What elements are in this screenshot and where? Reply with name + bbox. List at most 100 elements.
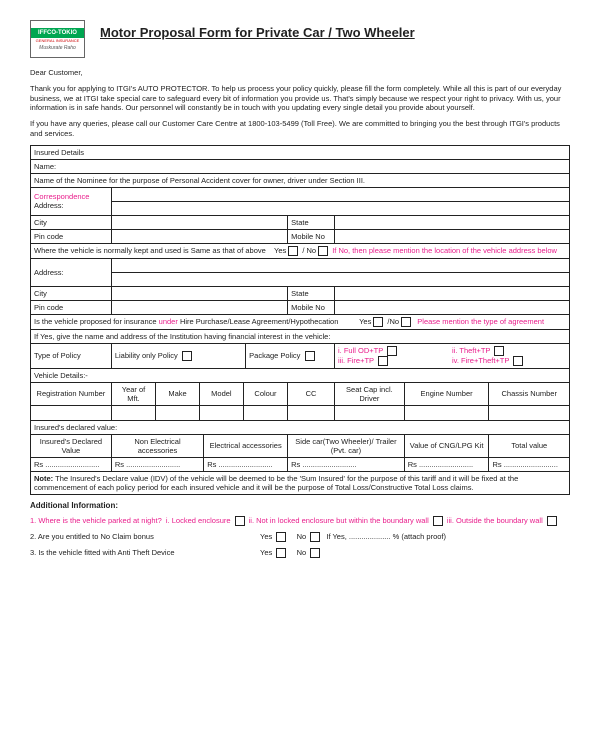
no-checkbox-2[interactable] xyxy=(401,317,411,327)
correspondence-address-cell: Correspondence Address: xyxy=(31,187,112,215)
form-table: Insured Details Name: Name of the Nomine… xyxy=(30,145,570,495)
q2-yes-checkbox[interactable] xyxy=(276,532,286,542)
q1-label: 1. Where is the vehicle parked at night? xyxy=(30,516,162,525)
make-header: Make xyxy=(156,383,200,405)
colour-input[interactable] xyxy=(243,406,287,420)
engine-no-input[interactable] xyxy=(404,405,489,420)
q3-yes-checkbox[interactable] xyxy=(276,548,286,558)
mobile-input-1[interactable] xyxy=(335,229,570,243)
insured-details-label: Insured Details xyxy=(31,145,570,159)
yes-checkbox-2[interactable] xyxy=(373,317,383,327)
cng-input[interactable]: Rs .......................... xyxy=(404,457,489,471)
idv-input[interactable]: Rs .......................... xyxy=(31,457,112,471)
seat-cap-input[interactable] xyxy=(335,405,405,420)
page-title: Motor Proposal Form for Private Car / Tw… xyxy=(100,25,415,40)
q3-row: 3. Is the vehicle fitted with Anti Theft… xyxy=(30,548,570,558)
vehicle-kept-row: Where the vehicle is normally kept and u… xyxy=(31,243,570,258)
q2-no-label: No xyxy=(297,532,307,541)
note-text: The Insured's Declare value (IDV) of the… xyxy=(34,474,518,492)
package-checkbox[interactable] xyxy=(305,351,315,361)
cc-input[interactable] xyxy=(288,405,335,420)
q1a-checkbox[interactable] xyxy=(235,516,245,526)
q1c-checkbox[interactable] xyxy=(547,516,557,526)
proposed-row: Is the vehicle proposed for insurance un… xyxy=(31,314,570,329)
opt-iii-checkbox[interactable] xyxy=(378,356,388,366)
liability-cell: Liability only Policy xyxy=(111,343,245,368)
address-label1: Address: xyxy=(34,201,64,210)
pincode-input-2[interactable] xyxy=(111,300,287,314)
greeting: Dear Customer, xyxy=(30,68,570,78)
yes-checkbox-1[interactable] xyxy=(288,246,298,256)
cng-header: Value of CNG/LPG Kit xyxy=(404,434,489,457)
elec-input[interactable]: Rs .......................... xyxy=(204,457,288,471)
non-elec-input[interactable]: Rs .......................... xyxy=(111,457,203,471)
q1b-label: ii. Not in locked enclosure but within t… xyxy=(249,516,429,525)
state-input-1[interactable] xyxy=(335,215,570,229)
q3-no-checkbox[interactable] xyxy=(310,548,320,558)
opt-i-checkbox[interactable] xyxy=(387,346,397,356)
nominee-label: Name of the Nominee for the purpose of P… xyxy=(31,173,570,187)
reg-no-header: Registration Number xyxy=(31,382,112,405)
elec-header: Electrical accessories xyxy=(204,434,288,457)
q1a-label: i. Locked enclosure xyxy=(166,516,231,525)
address2-input-1[interactable] xyxy=(111,258,569,272)
city-input-2[interactable] xyxy=(111,286,287,300)
declared-value-label: Insured's declared value: xyxy=(31,420,570,434)
year-mft-input[interactable] xyxy=(112,406,156,420)
type-policy-label: Type of Policy xyxy=(31,343,112,368)
policy-options-cell: i. Full OD+TP ii. Theft+TP iii. Fire+TP … xyxy=(335,343,570,368)
model-input[interactable] xyxy=(199,406,243,420)
q1-row: 1. Where is the vehicle parked at night?… xyxy=(30,516,570,526)
mobile-label1: Mobile No xyxy=(288,229,335,243)
q1b-checkbox[interactable] xyxy=(433,516,443,526)
engine-no-header: Engine Number xyxy=(404,382,489,405)
q2-no-checkbox[interactable] xyxy=(310,532,320,542)
note-row: Note: The Insured's Declare value (IDV) … xyxy=(31,471,570,494)
header: IFFCO-TOKIO GENERAL INSURANCE Muskurate … xyxy=(30,20,570,58)
address2-input-2[interactable] xyxy=(111,272,569,286)
make-input[interactable] xyxy=(156,406,200,420)
liability-label: Liability only Policy xyxy=(115,351,178,360)
address-input-2[interactable] xyxy=(111,201,569,215)
opt-ii-checkbox[interactable] xyxy=(494,346,504,356)
intro-para1: Thank you for applying to ITGI's AUTO PR… xyxy=(30,84,570,113)
total-input[interactable]: Rs .......................... xyxy=(489,457,570,471)
no-label1: No xyxy=(307,246,317,255)
logo-script: Muskurate Raho xyxy=(39,45,76,51)
cc-header: CC xyxy=(288,382,335,405)
opt-ii: ii. Theft+TP xyxy=(452,346,490,355)
q1c-label: iii. Outside the boundary wall xyxy=(447,516,543,525)
name-label[interactable]: Name: xyxy=(31,159,570,173)
logo-sub: GENERAL INSURANCE xyxy=(36,38,80,43)
state-label2: State xyxy=(288,286,335,300)
if-yes-inst-label[interactable]: If Yes, give the name and address of the… xyxy=(31,329,570,343)
model-header: Model xyxy=(199,383,243,405)
opt-i: i. Full OD+TP xyxy=(338,346,383,355)
pincode-label2: Pin code xyxy=(31,300,112,314)
sidecar-input[interactable]: Rs .......................... xyxy=(288,457,405,471)
state-label1: State xyxy=(288,215,335,229)
year-mft-header: Year of Mft. xyxy=(112,383,156,405)
colour-header: Colour xyxy=(243,383,287,405)
pincode-input-1[interactable] xyxy=(111,229,287,243)
mobile-input-2[interactable] xyxy=(335,300,570,314)
sidecar-header: Side car(Two Wheeler)/ Trailer (Pvt. car… xyxy=(288,434,405,457)
non-elec-header: Non Electrical accessories xyxy=(111,434,203,457)
idv-header: Insured's Declared Value xyxy=(31,434,112,457)
address-input-1[interactable] xyxy=(111,187,569,201)
pincode-label1: Pin code xyxy=(31,229,112,243)
opt-iv-checkbox[interactable] xyxy=(513,356,523,366)
no-checkbox-1[interactable] xyxy=(318,246,328,256)
chassis-no-input[interactable] xyxy=(489,405,570,420)
state-input-2[interactable] xyxy=(335,286,570,300)
proposed-label: Is the vehicle proposed for insurance xyxy=(34,317,157,326)
q2-yes-label: Yes xyxy=(260,532,272,541)
liability-checkbox[interactable] xyxy=(182,351,192,361)
total-header: Total value xyxy=(489,434,570,457)
city-input-1[interactable] xyxy=(111,215,287,229)
logo-brand: IFFCO-TOKIO xyxy=(31,28,84,38)
mention-agreement-label: Please mention the type of agreement xyxy=(417,317,544,326)
reg-no-input[interactable] xyxy=(31,405,112,420)
package-label: Package Policy xyxy=(249,351,300,360)
seat-cap-header: Seat Cap incl. Driver xyxy=(335,382,405,405)
